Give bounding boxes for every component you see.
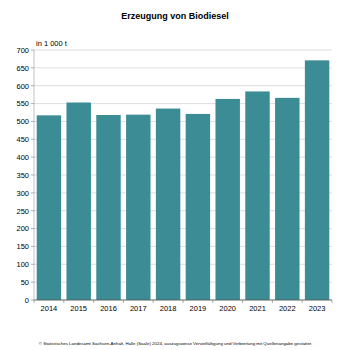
y-tick-label: 450 xyxy=(16,135,29,144)
y-tick-label: 0 xyxy=(25,296,29,305)
x-tick-label: 2015 xyxy=(70,304,87,313)
y-tick xyxy=(31,157,34,158)
bar xyxy=(96,115,120,300)
bar xyxy=(275,98,299,300)
y-tick xyxy=(31,246,34,247)
y-tick-label: 400 xyxy=(16,153,29,162)
grid-line xyxy=(34,50,332,51)
y-tick-label: 500 xyxy=(16,117,29,126)
bars xyxy=(37,60,330,300)
chart-container: Erzeugung von Biodiesel 0 50 100 150 200 250 30… xyxy=(0,0,350,350)
bar xyxy=(305,60,329,300)
x-tick xyxy=(242,300,243,303)
y-tick xyxy=(31,264,34,265)
y-tick xyxy=(31,85,34,86)
y-axis-label: in 1 000 t xyxy=(36,39,68,48)
x-tick-label: 2019 xyxy=(190,304,207,313)
y-tick-label: 300 xyxy=(16,189,29,198)
y-tick xyxy=(31,121,34,122)
grid-line xyxy=(34,67,332,68)
x-tick xyxy=(302,300,303,303)
y-tick-label: 350 xyxy=(16,171,29,180)
title: Erzeugung von Biodiesel xyxy=(121,11,229,21)
grid-line xyxy=(34,300,332,301)
x-axis xyxy=(34,300,332,301)
y-tick xyxy=(31,139,34,140)
x-tick-label: 2016 xyxy=(100,304,117,313)
x-tick xyxy=(123,300,124,303)
y-tick xyxy=(31,175,34,176)
y-tick-label: 550 xyxy=(16,99,29,108)
x-tick xyxy=(212,300,213,303)
y-tick xyxy=(31,228,34,229)
y-tick-label: 200 xyxy=(16,224,29,233)
y-tick-label: 650 xyxy=(16,64,29,73)
x-tick xyxy=(63,300,64,303)
x-tick xyxy=(93,300,94,303)
y-tick-label: 100 xyxy=(16,260,29,269)
x-tick xyxy=(332,300,333,303)
x-tick-label: 2017 xyxy=(130,304,147,313)
y-tick xyxy=(31,50,34,51)
x-tick-label: 2022 xyxy=(279,304,296,313)
grid-line xyxy=(34,85,332,86)
y-tick-label: 700 xyxy=(16,46,29,55)
y-tick xyxy=(31,192,34,193)
y-axis xyxy=(34,50,35,300)
bar xyxy=(126,115,150,300)
y-tick-label: 250 xyxy=(16,207,29,216)
x-tick-label: 2023 xyxy=(309,304,326,313)
x-tick-label: 2020 xyxy=(219,304,236,313)
bar xyxy=(245,91,269,300)
bar xyxy=(66,103,90,301)
y-tick-label: 50 xyxy=(21,278,29,287)
chart-svg: Erzeugung von Biodiesel 0 50 100 150 200 250 30… xyxy=(0,0,350,350)
x-tick xyxy=(183,300,184,303)
x-tick xyxy=(153,300,154,303)
y-tick-label: 600 xyxy=(16,82,29,91)
y-tick xyxy=(31,282,34,283)
source-note: © Statistisches Landesamt Sachsen-Anhalt… xyxy=(39,341,312,346)
x-tick xyxy=(272,300,273,303)
bar xyxy=(215,99,239,300)
y-tick xyxy=(31,103,34,104)
y-tick xyxy=(31,67,34,68)
bar xyxy=(37,115,61,300)
y-tick xyxy=(31,300,34,301)
y-tick xyxy=(31,210,34,211)
bar xyxy=(156,109,180,300)
bar xyxy=(186,114,210,300)
x-tick xyxy=(34,300,35,303)
y-tick-label: 150 xyxy=(16,242,29,251)
x-tick-label: 2018 xyxy=(160,304,177,313)
x-tick-label: 2021 xyxy=(249,304,266,313)
x-tick-label: 2014 xyxy=(41,304,58,313)
